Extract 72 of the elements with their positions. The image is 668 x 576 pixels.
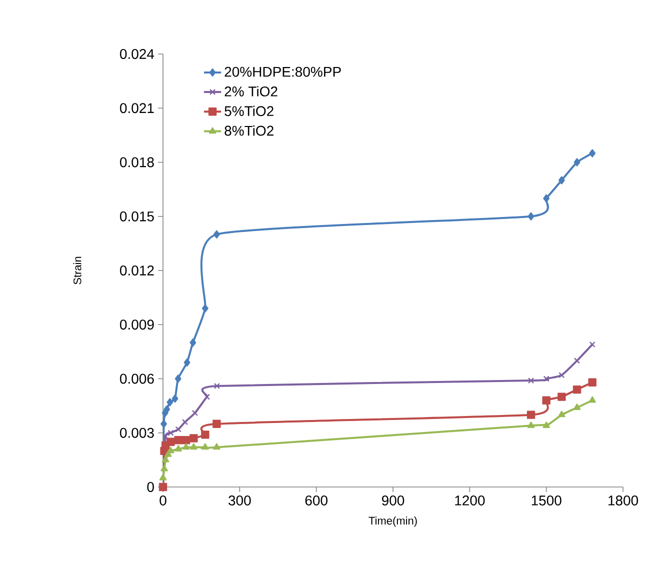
point	[174, 374, 182, 383]
point	[558, 392, 566, 401]
point	[574, 358, 580, 364]
x-tick-label: 300	[228, 496, 251, 506]
point	[162, 433, 169, 440]
x-tick-label: 600	[305, 496, 328, 506]
point	[588, 378, 596, 386]
point	[574, 158, 580, 166]
point	[204, 394, 210, 400]
point	[182, 443, 190, 450]
y-tick-label: 0.003	[120, 428, 154, 438]
point	[528, 212, 534, 220]
point	[214, 382, 220, 390]
point	[182, 436, 190, 444]
point	[182, 418, 188, 426]
point	[166, 398, 174, 406]
point	[526, 410, 536, 419]
y-tick-label: 0.015	[120, 211, 154, 222]
point	[573, 404, 581, 410]
point	[160, 420, 167, 428]
point	[174, 436, 182, 444]
y-tick-label: 0.018	[120, 157, 154, 168]
point	[543, 194, 550, 202]
point	[192, 410, 198, 416]
legend-label: 8%TiO2	[224, 125, 274, 136]
legend-label: 2% TiO2	[224, 86, 278, 96]
point	[213, 230, 220, 239]
point	[159, 474, 167, 480]
point	[190, 443, 198, 450]
point	[166, 438, 175, 446]
legend-label: 5%TiO2	[224, 106, 274, 116]
x-tick-label: 0	[160, 496, 166, 506]
point	[172, 394, 178, 403]
point	[202, 443, 209, 450]
point	[201, 430, 210, 439]
point	[167, 446, 174, 454]
y-tick-label: 0.024	[120, 49, 154, 59]
point	[202, 304, 208, 312]
point	[190, 338, 196, 347]
point	[558, 372, 565, 378]
y-axis-title: Strain	[73, 256, 82, 284]
y-tick-label: 0.006	[120, 374, 154, 384]
point	[212, 420, 221, 428]
point	[542, 396, 550, 404]
point	[543, 376, 550, 382]
point	[558, 410, 566, 418]
point	[558, 176, 565, 184]
x-tick-label: 1200	[455, 496, 485, 506]
point	[174, 445, 182, 452]
x-tick-label: 1500	[532, 496, 562, 506]
point	[190, 434, 198, 442]
point	[168, 430, 174, 436]
legend-label: 20%HDPE:80%PP	[224, 66, 341, 77]
point	[589, 341, 596, 348]
y-tick-label: 0	[147, 482, 154, 492]
x-axis-title: Time(min)	[368, 516, 417, 527]
point	[184, 358, 190, 367]
x-tick-label: 900	[382, 496, 404, 506]
point	[542, 422, 550, 428]
x-tick-label: 1800	[608, 496, 638, 506]
point	[162, 456, 170, 462]
point	[528, 377, 534, 384]
point	[589, 149, 596, 158]
point	[213, 443, 220, 450]
point	[588, 396, 596, 403]
y-tick-label: 0.012	[120, 266, 154, 276]
point	[175, 426, 182, 432]
point	[160, 464, 168, 472]
point	[527, 422, 535, 428]
y-tick-label: 0.021	[120, 103, 154, 114]
point	[572, 385, 582, 394]
y-tick-label: 0.009	[120, 320, 154, 330]
